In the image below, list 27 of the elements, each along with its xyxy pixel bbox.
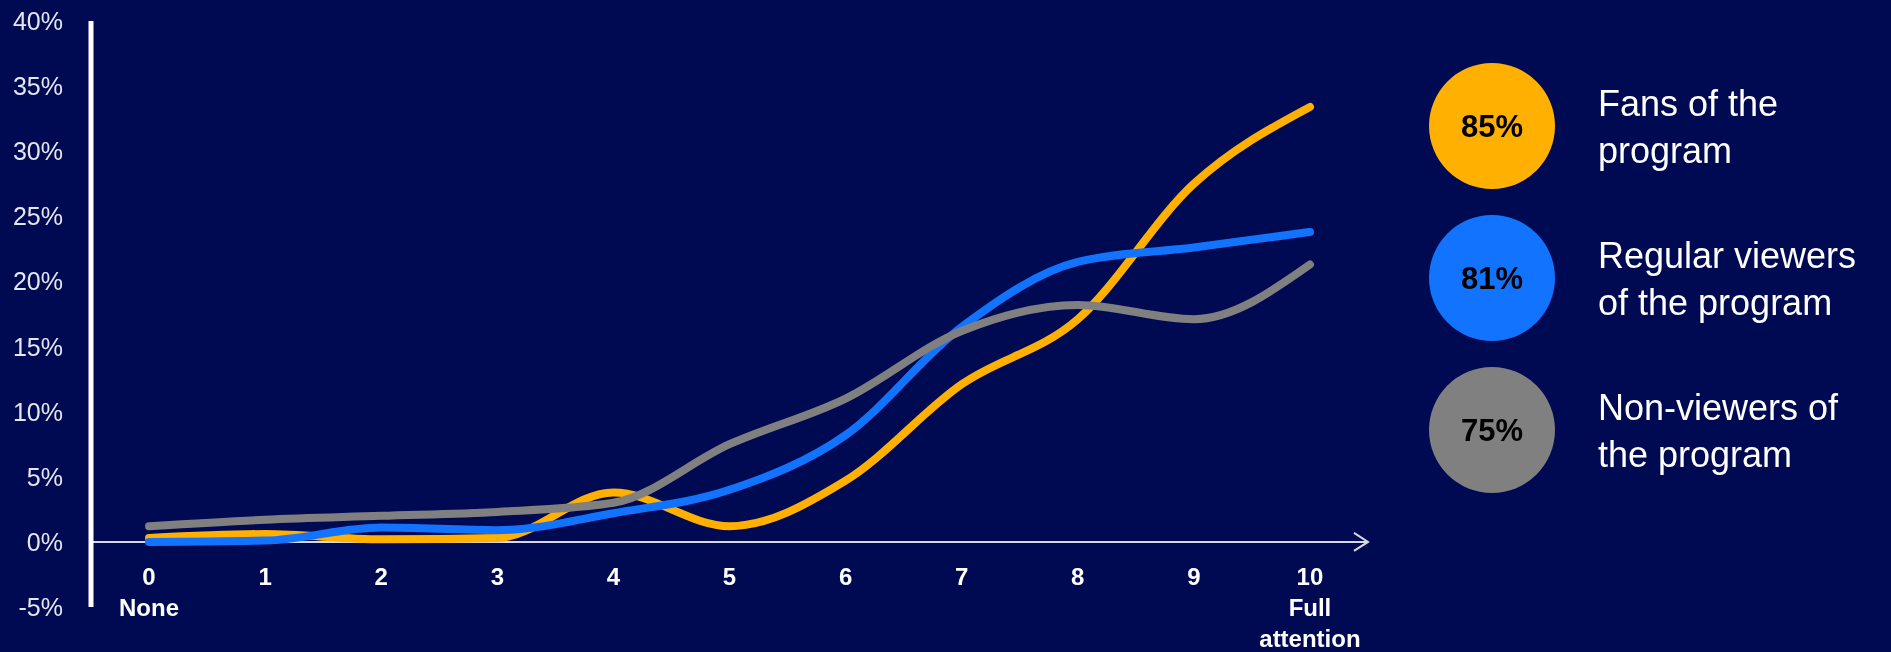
x-tick-label: 8 (1071, 563, 1085, 590)
text: 85% (1460, 108, 1524, 144)
y-tick-label: 40% (12, 7, 63, 35)
y-tick-label: 35% (12, 72, 63, 101)
y-tick-label: 10% (12, 397, 63, 426)
y-tick-label: 5% (26, 462, 63, 491)
y-tick-label: 0% (26, 527, 63, 556)
y-tick-label: 25% (12, 202, 63, 231)
x-tick-label: 2 (374, 563, 388, 590)
text: 75% (1460, 412, 1524, 448)
x-tick-label: 5 (722, 563, 737, 590)
y-tick-label: 30% (12, 137, 63, 166)
x-tick-label: 4 (606, 563, 621, 590)
text: Non-viewers of the program (1598, 386, 1840, 474)
text: Regular viewers of the program (1598, 234, 1857, 322)
x-tick-label: 10 Full attention (1259, 563, 1361, 652)
x-tick-label: 6 (838, 563, 853, 590)
x-tick-label: 7 (955, 563, 969, 590)
x-tick-label: 3 (490, 563, 504, 590)
text: 81% (1460, 260, 1524, 296)
x-tick-label: 9 (1187, 563, 1201, 590)
y-tick-label: -5% (18, 593, 63, 621)
x-tick-label: 1 (258, 563, 272, 590)
x-tick-label: 0 None (119, 563, 180, 621)
y-tick-label: 20% (12, 267, 63, 296)
text: Fans of the program (1598, 82, 1779, 170)
y-tick-label: 15% (12, 332, 63, 361)
